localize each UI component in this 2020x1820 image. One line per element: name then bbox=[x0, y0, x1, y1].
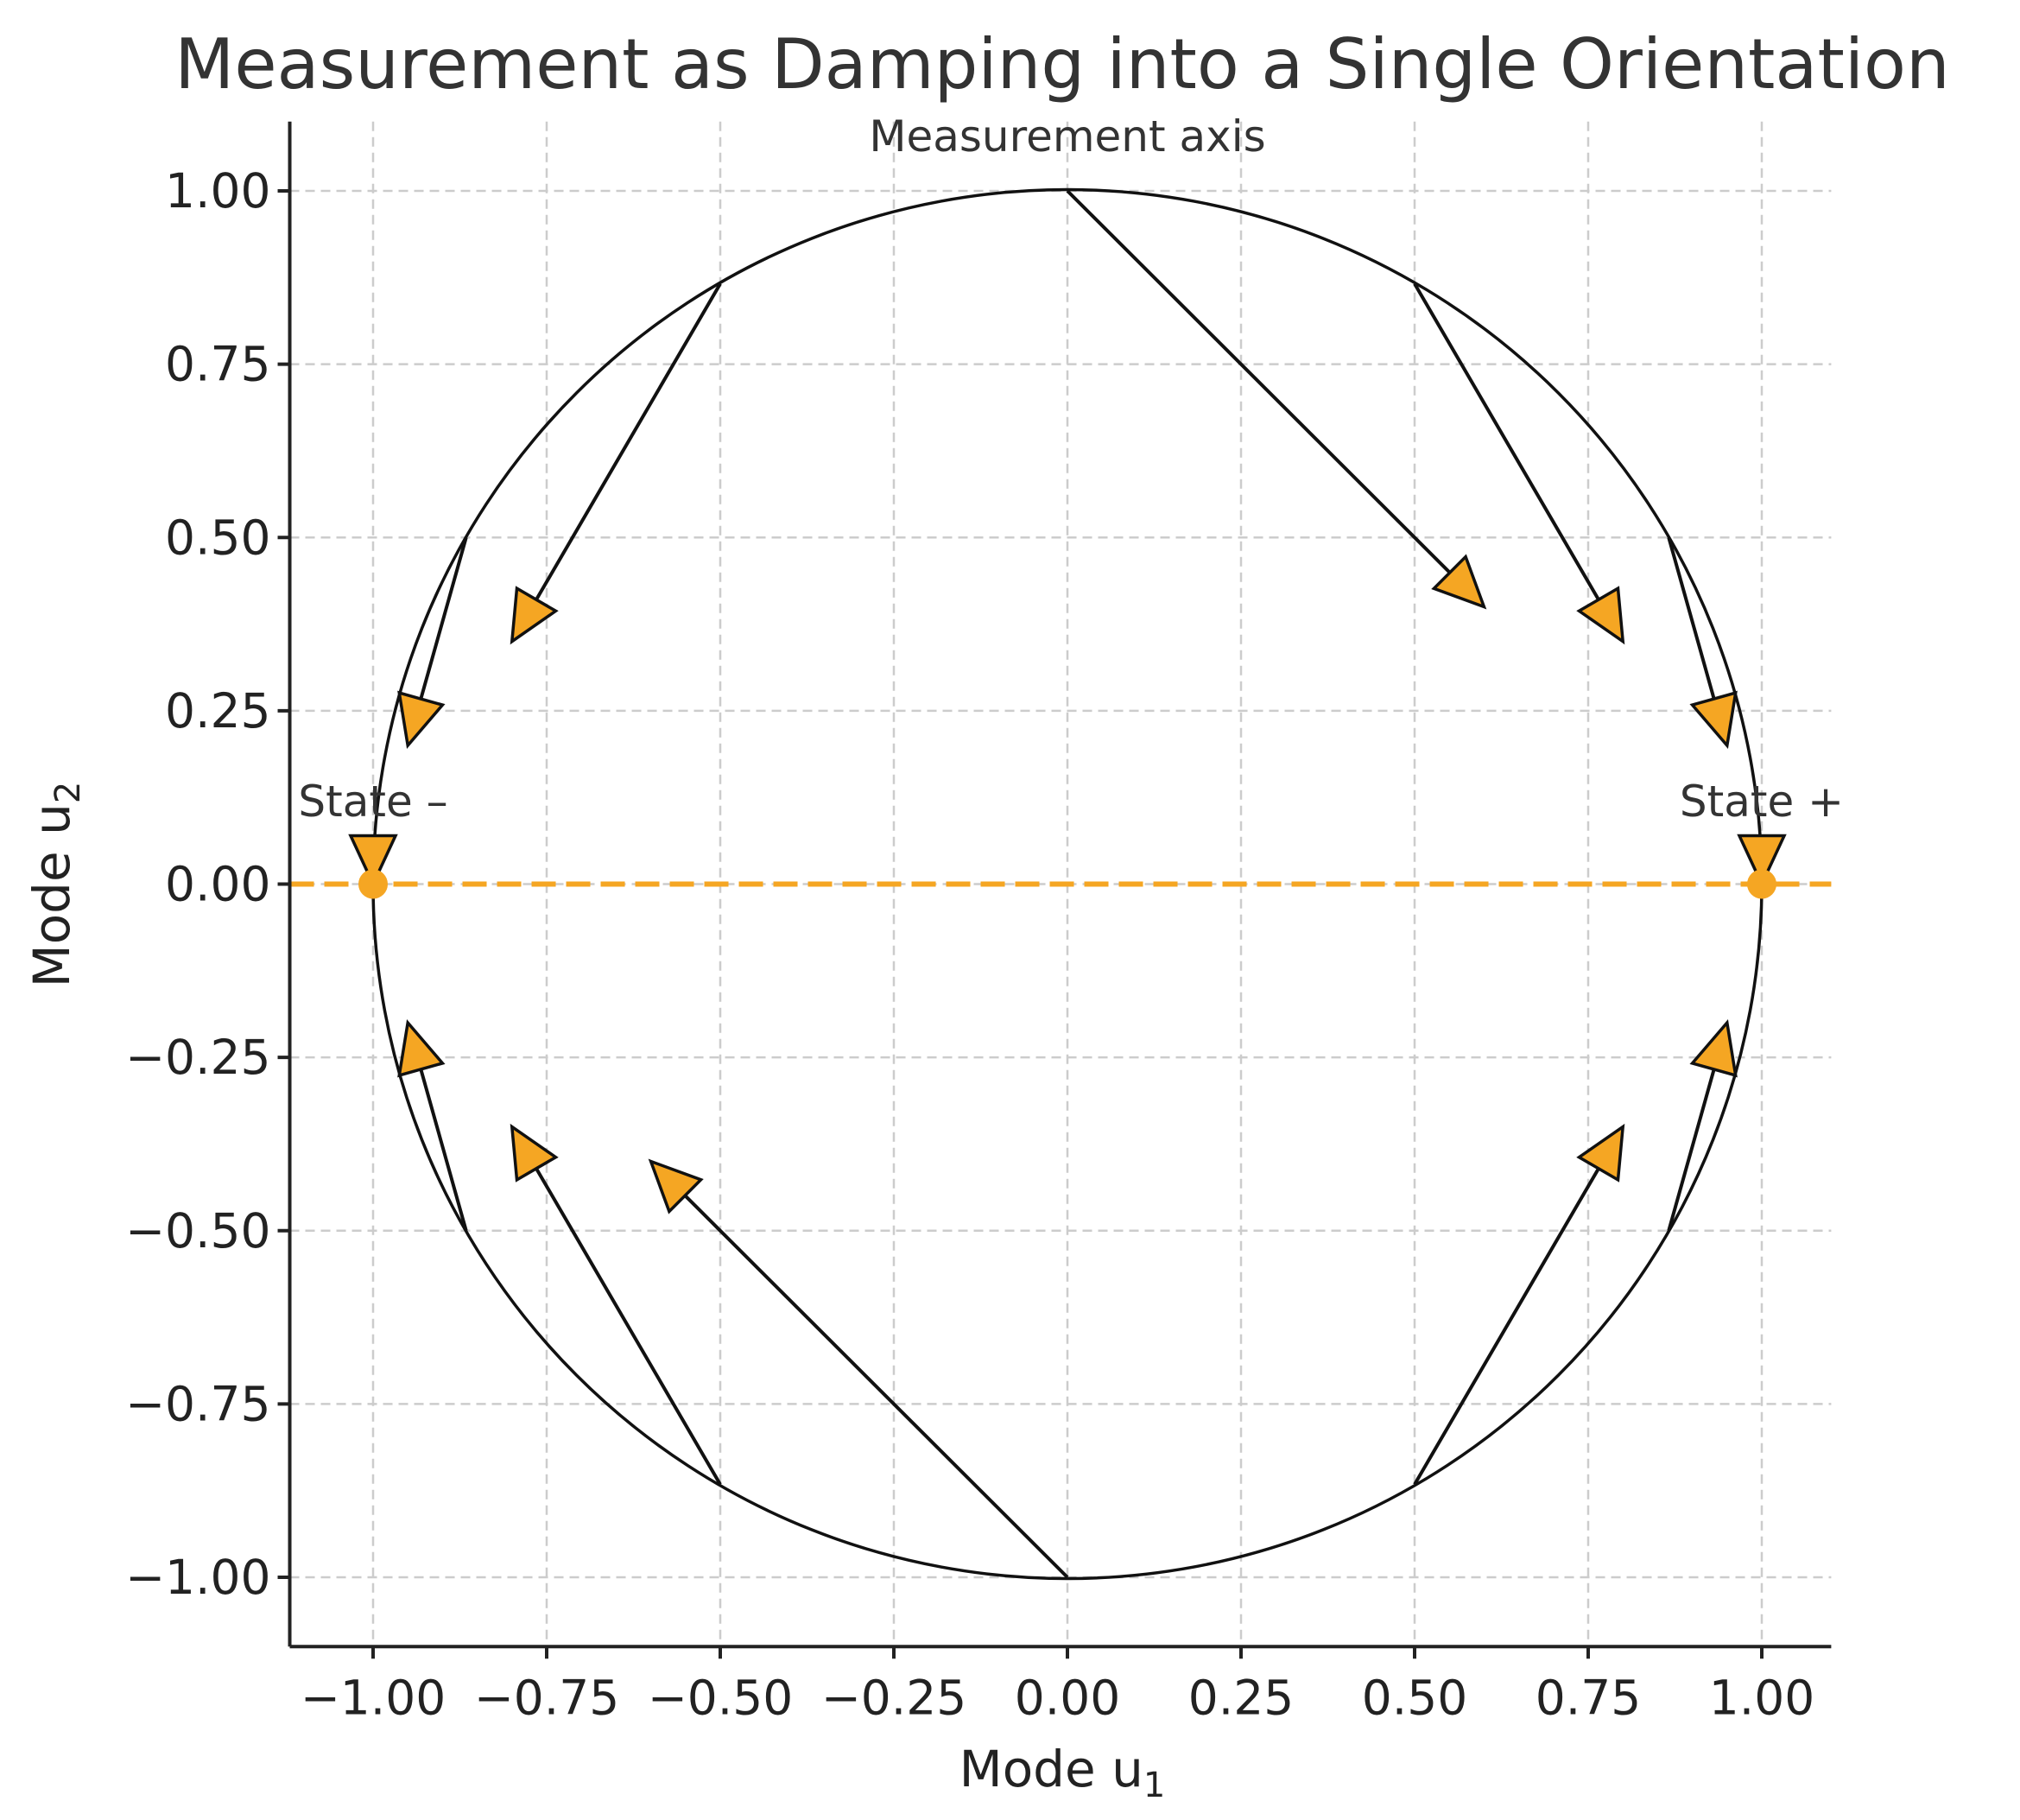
arrow-shaft-4 bbox=[529, 282, 722, 609]
state-dot-0 bbox=[358, 869, 388, 899]
arrow-head-7 bbox=[397, 1019, 446, 1078]
y-tick-label-3: −0.25 bbox=[125, 1030, 271, 1085]
y-axis-label-text: Mode u bbox=[22, 803, 81, 987]
arrow-head-8 bbox=[510, 1123, 559, 1183]
x-tick-label-8: 1.00 bbox=[1709, 1670, 1814, 1725]
arrows bbox=[348, 189, 1787, 1579]
x-tick-label-4: 0.00 bbox=[1015, 1670, 1120, 1725]
x-tick-label-3: −0.25 bbox=[821, 1670, 967, 1725]
state-dot-1 bbox=[1747, 869, 1776, 899]
y-axis-label: Mode u2 bbox=[22, 782, 88, 988]
arrow-shaft-3 bbox=[1066, 189, 1459, 581]
x-tick-label-5: 0.25 bbox=[1188, 1670, 1294, 1725]
x-axis-label-subscript: 1 bbox=[1143, 1766, 1165, 1805]
y-tick-label-0: −1.00 bbox=[125, 1550, 271, 1605]
arrow-shaft-11 bbox=[1667, 1059, 1719, 1232]
arrow-shaft-5 bbox=[416, 536, 468, 709]
y-tick-label-2: −0.50 bbox=[125, 1203, 271, 1259]
arrow-head-9 bbox=[648, 1158, 704, 1214]
x-tick-label-0: −1.00 bbox=[301, 1670, 446, 1725]
arrow-head-3 bbox=[1431, 554, 1487, 610]
y-tick-label-1: −0.75 bbox=[125, 1376, 271, 1431]
x-axis-label-text: Mode u bbox=[959, 1740, 1143, 1798]
annotation-2: State + bbox=[1680, 777, 1844, 827]
arrow-shaft-9 bbox=[676, 1187, 1069, 1579]
states bbox=[358, 869, 1776, 899]
arrow-head-0 bbox=[1737, 834, 1787, 888]
chart-title: Measurement as Damping into a Single Ori… bbox=[174, 24, 1949, 105]
y-tick-label-7: 0.75 bbox=[165, 337, 270, 392]
x-tick-label-7: 0.75 bbox=[1536, 1670, 1641, 1725]
arrow-shaft-2 bbox=[1413, 282, 1605, 609]
arrow-head-4 bbox=[510, 586, 559, 645]
y-tick-label-6: 0.50 bbox=[165, 510, 270, 565]
y-tick-label-4: 0.00 bbox=[165, 857, 270, 912]
annotation-0: Measurement axis bbox=[869, 111, 1265, 162]
arrow-shaft-10 bbox=[1413, 1159, 1605, 1486]
arrow-shaft-8 bbox=[529, 1159, 722, 1486]
x-tick-label-2: −0.50 bbox=[648, 1670, 794, 1725]
x-tick-label-1: −0.75 bbox=[474, 1670, 620, 1725]
arrow-head-10 bbox=[1576, 1123, 1625, 1183]
y-axis-label-subscript: 2 bbox=[48, 782, 88, 803]
arrow-head-1 bbox=[1689, 690, 1738, 749]
y-tick-label-5: 0.25 bbox=[165, 683, 270, 739]
x-axis-label: Mode u1 bbox=[959, 1740, 1166, 1805]
y-tick-label-8: 1.00 bbox=[165, 163, 270, 219]
arrow-head-11 bbox=[1689, 1019, 1738, 1078]
arrow-shaft-7 bbox=[416, 1059, 468, 1232]
x-tick-label-6: 0.50 bbox=[1362, 1670, 1467, 1725]
annotation-1: State – bbox=[298, 777, 447, 827]
y-ticks: −1.00 −0.75 −0.50 −0.25 0.00 0.25 0.50 0.75 1.00 bbox=[125, 163, 290, 1605]
arrow-head-5 bbox=[397, 690, 446, 749]
arrow-shaft-1 bbox=[1667, 536, 1719, 709]
arrow-head-6 bbox=[348, 834, 398, 888]
annotations: Measurement axis State – State + bbox=[298, 111, 1844, 827]
arrow-head-2 bbox=[1576, 586, 1625, 645]
x-ticks: −1.00 −0.75 −0.50 −0.25 0.00 0.25 0.50 0.75 1.00 bbox=[301, 1646, 1814, 1725]
